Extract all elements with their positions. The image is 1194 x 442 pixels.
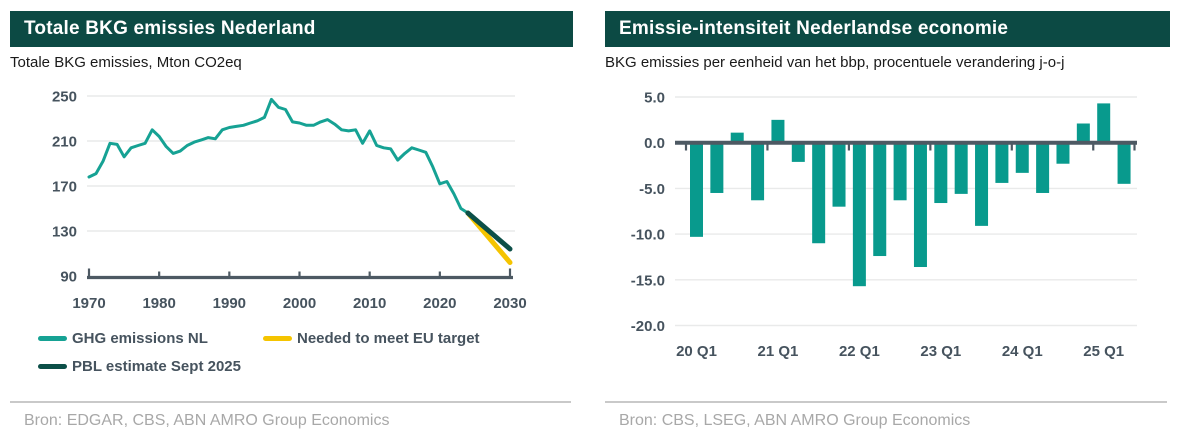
bar-20-q4 [751,142,765,201]
x-tick-label: 25 Q1 [1083,343,1124,360]
pbl-line [465,210,513,252]
bar-21-q3 [812,142,826,244]
right-chart-subtitle: BKG emissies per eenheid van het bbp, pr… [605,54,1065,71]
legend-label-ghg: GHG emissions NL [72,329,208,347]
x-tick-label: 1970 [72,295,105,312]
legend-item-eu-target: Needed to meet EU target [263,329,480,347]
x-tick-label: 22 Q1 [839,343,880,360]
left-chart-title: Totale BKG emissies Nederland [24,18,316,39]
bar-20-q2 [710,142,724,193]
right-chart-title-bar: Emissie-intensiteit Nederlandse economie [605,11,1170,47]
y-tick-label: 5.0 [644,90,665,107]
pbl-line-swatch [38,363,67,369]
bar-22-q3 [893,142,907,201]
left-chart-source: Bron: EDGAR, CBS, ABN AMRO Group Economi… [24,412,390,429]
y-tick-label: 0.0 [644,135,665,152]
ghg-line-swatch [38,335,67,341]
left-chart-subtitle: Totale BKG emissies, Mton CO2eq [10,54,242,71]
left-source-divider [10,401,571,403]
y-tick-label: 90 [60,269,77,286]
x-tick-label: 1990 [213,295,246,312]
x-tick-label: 2020 [423,295,456,312]
bar-21-q2 [791,142,805,162]
bar-24-q4 [1076,123,1090,143]
bar-24-q3 [1056,142,1070,164]
legend-item-ghg: GHG emissions NL [38,329,208,347]
x-tick-label: 20 Q1 [676,343,717,360]
y-tick-label: -15.0 [631,272,665,289]
bar-23-q4 [995,142,1009,183]
y-tick-label: 170 [52,179,77,196]
x-tick-label: 21 Q1 [758,343,799,360]
y-tick-label: -10.0 [631,227,665,244]
bar-20-q1 [690,142,703,237]
ghg-line [87,97,470,215]
x-tick-label: 2030 [493,295,526,312]
left-chart-title-bar: Totale BKG emissies Nederland [10,11,573,47]
bar-24-q2 [1036,142,1050,193]
bar-20-q3 [730,132,744,143]
y-tick-label: -20.0 [631,318,665,335]
y-tick-label: 250 [52,89,77,106]
x-tick-label: 24 Q1 [1002,343,1043,360]
right-source-divider [605,401,1167,403]
bar-23-q1 [934,142,948,204]
left-chart-panel: Totale BKG emissies Nederland Totale BKG… [10,11,573,429]
legend-label-eu-target: Needed to meet EU target [297,329,480,347]
bar-25-q1 [1097,103,1111,143]
right-chart-panel: Emissie-intensiteit Nederlandse economie… [597,0,1194,442]
bar-22-q4 [913,142,927,268]
y-tick-label: 210 [52,134,77,151]
x-tick-label: 23 Q1 [920,343,961,360]
bar-21-q1 [771,119,785,143]
y-tick-label: 130 [52,224,77,241]
bar-23-q2 [954,142,968,194]
y-tick-label: -5.0 [639,181,665,198]
eu-target-line-swatch [263,335,292,341]
emission-intensity-bar-chart: 5.0 0.0 -5.0 -10.0 -15.0 -20.0 20 Q1 21 Q1 22 Q1… [631,90,1137,360]
x-tick-label: 1980 [142,295,175,312]
legend-label-pbl: PBL estimate Sept 2025 [72,357,241,375]
bar-22-q1 [852,142,866,287]
bar-24-q1 [1015,142,1029,173]
bar-23-q3 [975,142,989,226]
ghg-emissions-line-chart: 250 210 170 130 90 1970 1980 1990 2000 2010 2020 20… [52,89,527,313]
bar-21-q4 [832,142,846,207]
bar-25-q2 [1117,142,1131,184]
x-tick-label: 2010 [353,295,386,312]
x-tick-label: 2000 [283,295,316,312]
legend-item-pbl: PBL estimate Sept 2025 [38,357,241,375]
right-chart-source: Bron: CBS, LSEG, ABN AMRO Group Economic… [619,412,971,429]
bar-22-q2 [873,142,887,257]
right-chart-title: Emissie-intensiteit Nederlandse economie [619,18,1009,39]
